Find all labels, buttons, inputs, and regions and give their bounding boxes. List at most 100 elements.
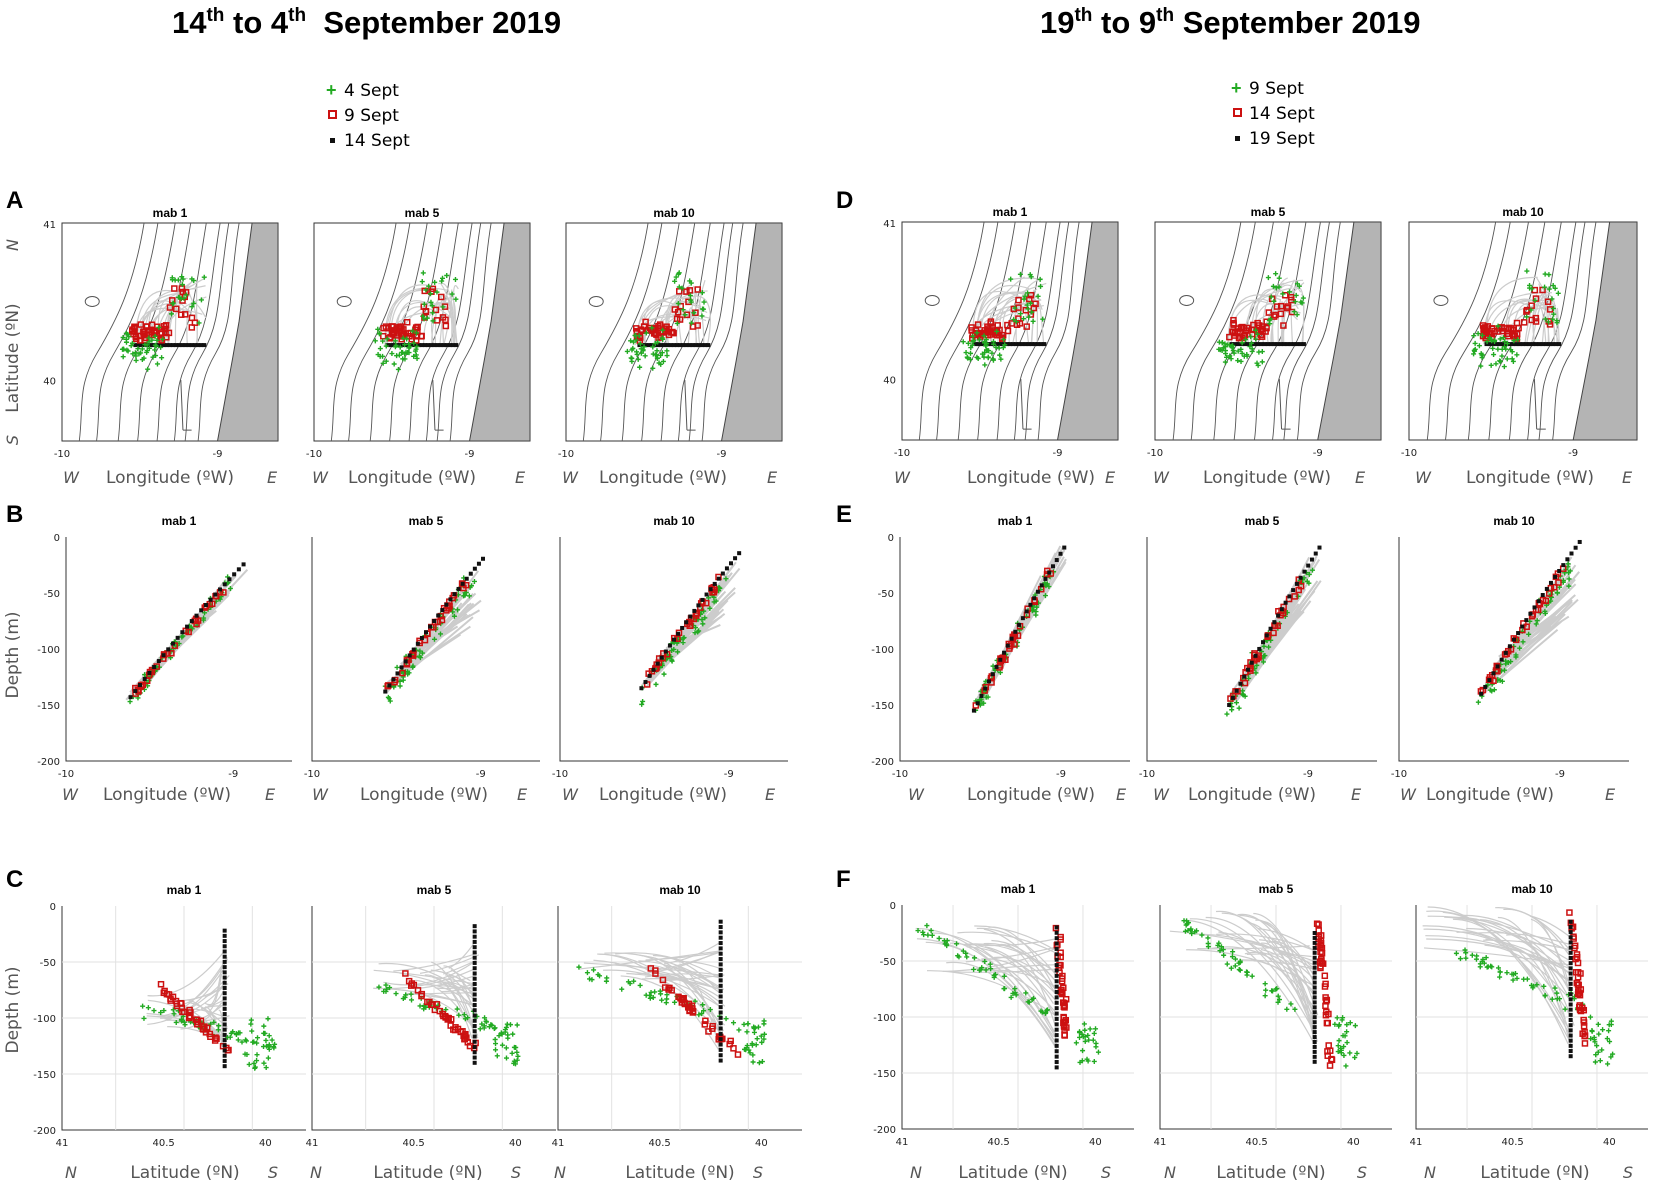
particle-track: [218, 1009, 225, 1037]
x-tick-label: 41: [552, 1138, 565, 1149]
marker-end: [222, 933, 227, 938]
marker-start: [1595, 1021, 1601, 1027]
marker-start: [211, 1019, 217, 1025]
marker-start: [1261, 653, 1267, 659]
marker-end: [995, 342, 1000, 347]
marker-start: [681, 635, 687, 641]
y-tick-label: -50: [40, 958, 56, 969]
marker-end: [222, 1017, 227, 1022]
marker-end: [222, 944, 227, 949]
marker-start: [654, 355, 660, 361]
marker-start: [1265, 275, 1271, 281]
marker-mid: [1297, 582, 1305, 590]
marker-start: [970, 333, 976, 339]
marker-mid: [1574, 973, 1582, 981]
marker-start: [1230, 348, 1236, 354]
marker-start: [428, 299, 434, 305]
marker-start: [691, 310, 697, 316]
marker-start: [411, 353, 417, 359]
marker-end: [1527, 342, 1532, 347]
marker-end: [718, 925, 723, 930]
marker-mid: [1231, 332, 1238, 339]
marker-start: [1235, 358, 1241, 364]
marker-start: [1587, 1014, 1593, 1020]
marker-start: [420, 270, 426, 276]
marker-end: [700, 597, 705, 602]
isobath-line: [436, 223, 482, 441]
marker-start: [1182, 928, 1188, 934]
marker-end: [1253, 653, 1258, 658]
x-tick-label: -10: [1401, 448, 1417, 459]
marker-start: [1344, 1029, 1350, 1035]
marker-start: [688, 297, 694, 303]
marker-start: [1275, 993, 1281, 999]
direction-label: E: [517, 785, 528, 804]
marker-mid: [418, 332, 425, 340]
marker-start: [964, 954, 970, 960]
marker-start: [991, 341, 997, 347]
marker-start: [1497, 678, 1503, 684]
marker-start: [1352, 1023, 1358, 1029]
marker-end: [1517, 342, 1522, 347]
marker-end: [733, 556, 738, 561]
marker-start: [136, 351, 142, 357]
marker-end: [222, 975, 227, 980]
marker-start: [997, 669, 1003, 675]
marker-end: [1268, 626, 1273, 631]
marker-start: [406, 350, 412, 356]
marker-end: [1568, 945, 1573, 950]
marker-start: [272, 1041, 278, 1047]
direction-label: W: [63, 468, 80, 487]
marker-start: [1002, 342, 1008, 348]
marker-end: [643, 680, 648, 685]
marker-end: [137, 683, 142, 688]
marker-end: [1494, 342, 1499, 347]
marker-end: [1261, 640, 1266, 645]
marker-end: [419, 343, 424, 348]
marker-start: [664, 353, 670, 359]
marker-start: [1077, 1030, 1083, 1036]
x-axis-label: Longitude (ºW): [599, 468, 727, 488]
marker-start: [1453, 950, 1459, 956]
marker-end: [192, 343, 197, 348]
marker-mid: [693, 609, 701, 617]
particle-track: [976, 277, 1038, 345]
marker-mid: [668, 987, 675, 994]
marker-end: [387, 683, 392, 688]
marker-start: [967, 350, 973, 356]
marker-mid: [1580, 1019, 1588, 1026]
marker-end: [1062, 545, 1067, 550]
marker-start: [493, 1041, 499, 1047]
marker-end: [222, 970, 227, 975]
marker-end: [976, 342, 981, 347]
marker-start: [701, 299, 707, 305]
marker-start: [1608, 1022, 1614, 1028]
marker-start: [1520, 639, 1526, 645]
marker-end: [1054, 946, 1059, 951]
particle-track: [641, 978, 722, 990]
marker-start: [1479, 355, 1485, 361]
marker-start: [383, 358, 389, 364]
marker-end: [1544, 586, 1549, 591]
marker-end: [1011, 342, 1016, 347]
marker-end: [1283, 600, 1288, 605]
marker-end: [222, 965, 227, 970]
direction-label: S: [1623, 1163, 1633, 1182]
marker-end: [1312, 1035, 1317, 1040]
isobath-line: [677, 223, 725, 441]
marker-start: [180, 633, 186, 639]
marker-start: [511, 1060, 517, 1066]
marker-mid: [1265, 309, 1273, 316]
marker-start: [189, 276, 195, 282]
marker-start: [1600, 1027, 1606, 1033]
marker-mid: [167, 995, 174, 1002]
particle-track: [1236, 612, 1302, 691]
marker-mid: [171, 285, 178, 292]
marker-start: [707, 1007, 713, 1013]
marker-start: [1219, 340, 1225, 346]
marker-start: [696, 1012, 702, 1018]
isobath-line: [184, 223, 230, 441]
marker-end: [1042, 342, 1047, 347]
marker-start: [1476, 343, 1482, 349]
marker-start: [1244, 969, 1250, 975]
